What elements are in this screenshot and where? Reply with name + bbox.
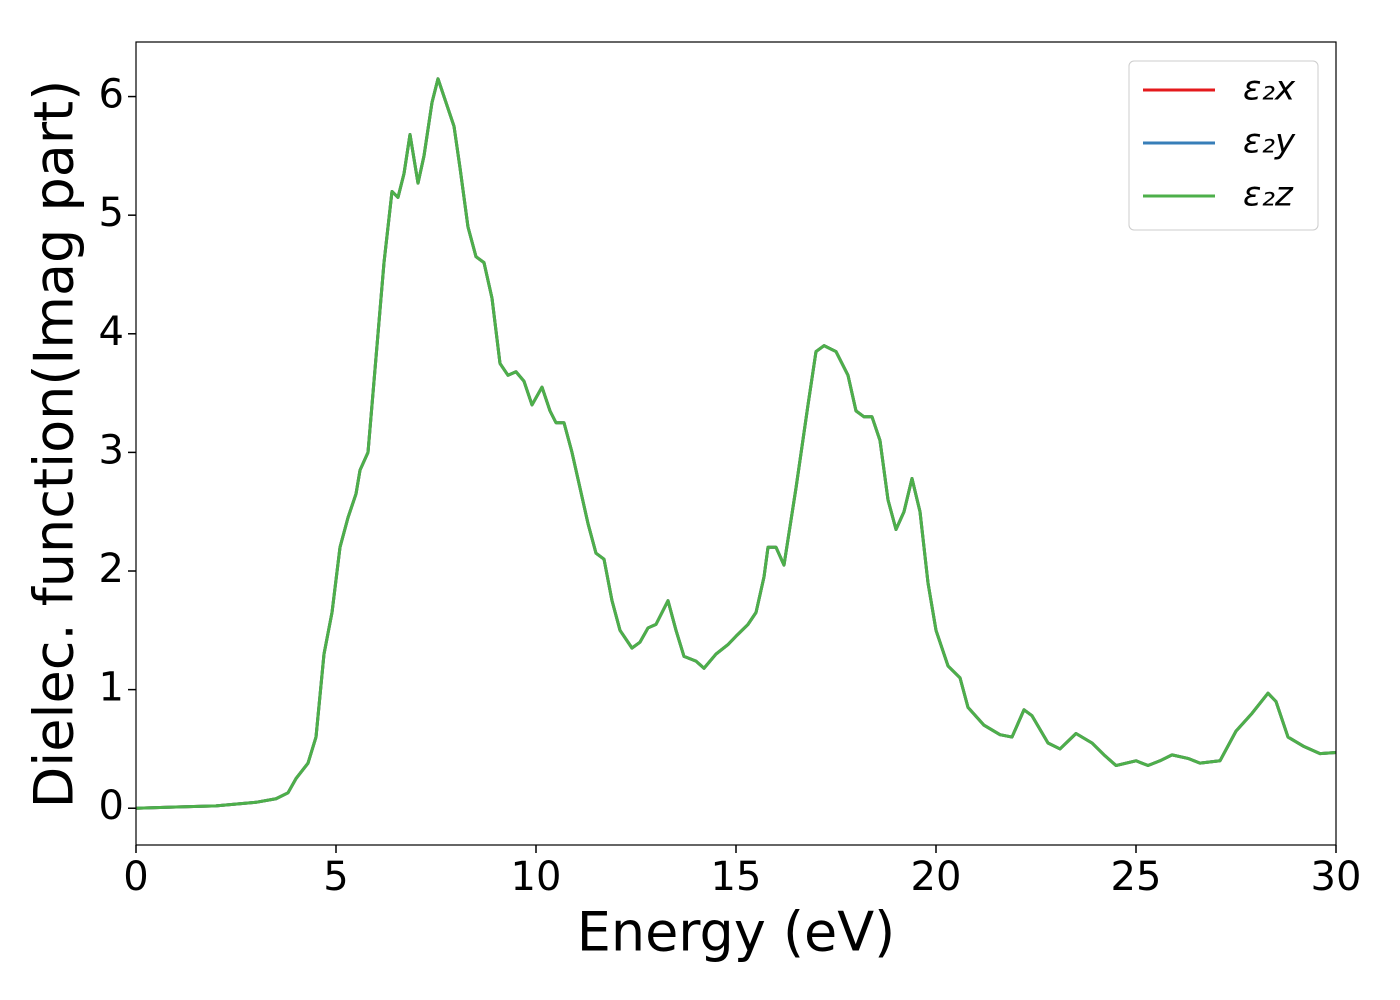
legend-label: ε₂z	[1243, 175, 1294, 215]
x-tick-label: 10	[511, 854, 562, 900]
y-tick-label: 1	[99, 665, 124, 711]
y-tick-label: 5	[99, 190, 124, 236]
y-tick-label: 6	[99, 72, 124, 118]
legend-label: ε₂x	[1243, 69, 1296, 109]
line-series	[135, 77, 1337, 810]
x-tick-label: 20	[911, 854, 962, 900]
x-axis-label: Energy (eV)	[577, 901, 896, 964]
x-tick-label: 0	[123, 854, 148, 900]
x-tick-label: 5	[323, 854, 348, 900]
x-tick-label: 25	[1111, 854, 1162, 900]
y-axis-label: Dielec. function(Imag part)	[23, 80, 86, 809]
x-tick-label: 15	[711, 854, 762, 900]
legend-box	[1128, 60, 1319, 231]
x-tick-label: 30	[1311, 854, 1362, 900]
plot-frame	[135, 41, 1337, 846]
y-tick-label: 4	[99, 309, 124, 355]
y-tick-label: 3	[99, 427, 124, 473]
legend-label: ε₂y	[1243, 122, 1296, 162]
y-tick-label: 0	[99, 783, 124, 829]
y-tick-label: 2	[99, 546, 124, 592]
